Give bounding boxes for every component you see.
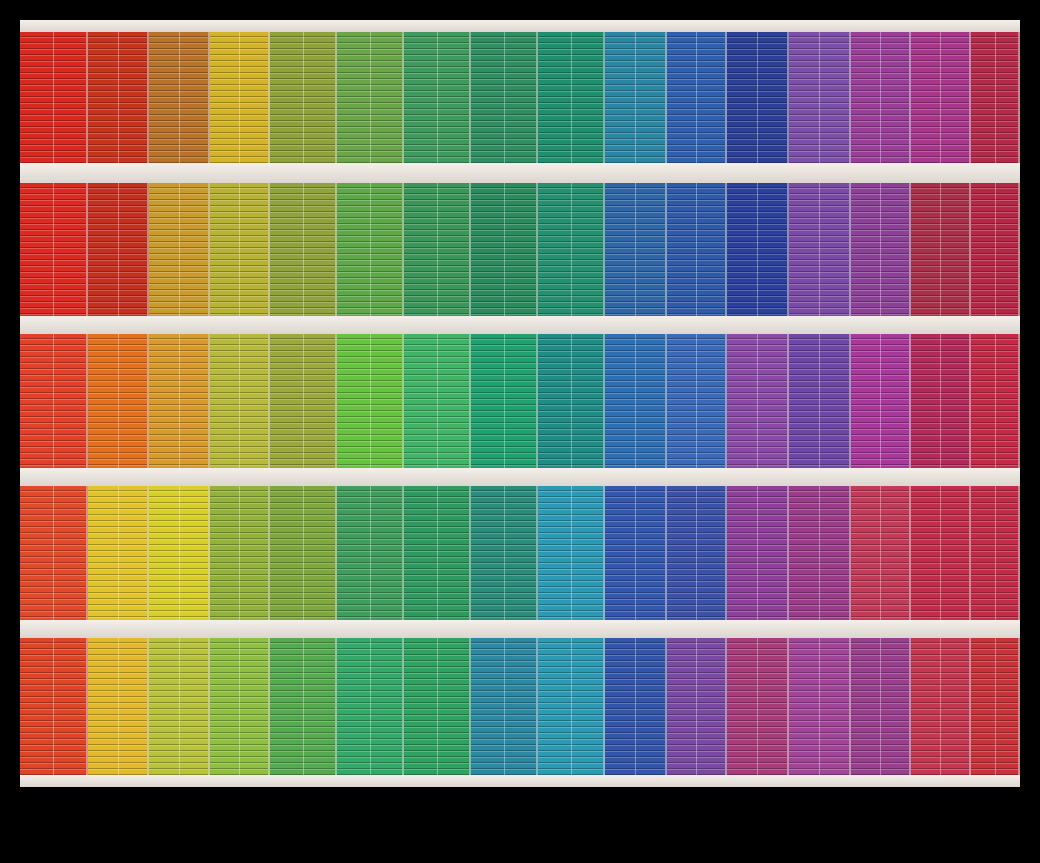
- blind-panel: [851, 486, 911, 620]
- blind-panel: [727, 334, 789, 468]
- blind-panel: [337, 334, 404, 468]
- blind-panel: [971, 183, 1020, 316]
- blind-panel: [538, 638, 605, 775]
- blind-panel: [88, 32, 149, 163]
- blind-row-3: [20, 334, 1020, 468]
- blind-panel: [404, 334, 471, 468]
- blind-panel: [538, 486, 605, 620]
- blind-panel: [270, 486, 337, 620]
- blind-panel: [789, 486, 851, 620]
- blind-panel: [538, 183, 605, 316]
- blind-panel: [210, 183, 270, 316]
- blind-panel: [210, 32, 270, 163]
- blind-panel: [911, 486, 971, 620]
- blind-panel: [605, 638, 667, 775]
- blind-row-2: [20, 183, 1020, 316]
- blind-row-4: [20, 486, 1020, 620]
- blind-panel: [727, 638, 789, 775]
- floor-slab: [20, 20, 1020, 32]
- blind-panel: [851, 638, 911, 775]
- blind-panel: [667, 638, 727, 775]
- blind-panel: [404, 638, 471, 775]
- blind-panel: [149, 486, 210, 620]
- blind-panel: [337, 486, 404, 620]
- blind-panel: [20, 486, 88, 620]
- blind-row-1: [20, 32, 1020, 163]
- floor-slab: [20, 620, 1020, 638]
- blind-panel: [727, 32, 789, 163]
- blind-panel: [971, 486, 1020, 620]
- blind-panel: [789, 638, 851, 775]
- blind-panel: [789, 183, 851, 316]
- blind-panel: [88, 638, 149, 775]
- blind-panel: [471, 32, 538, 163]
- blind-panel: [851, 334, 911, 468]
- blind-panel: [471, 486, 538, 620]
- blind-panel: [911, 32, 971, 163]
- blind-panel: [404, 486, 471, 620]
- blind-panel: [667, 183, 727, 316]
- blind-panel: [20, 334, 88, 468]
- blind-panel: [149, 183, 210, 316]
- blind-panel: [471, 334, 538, 468]
- blind-panel: [270, 183, 337, 316]
- blind-panel: [20, 183, 88, 316]
- blind-panel: [538, 334, 605, 468]
- blind-panel: [270, 32, 337, 163]
- floor-slab: [20, 775, 1020, 787]
- blind-panel: [149, 334, 210, 468]
- blind-panel: [789, 334, 851, 468]
- blind-panel: [667, 334, 727, 468]
- blind-panel: [337, 32, 404, 163]
- blind-panel: [851, 183, 911, 316]
- floor-slab: [20, 316, 1020, 334]
- blind-panel: [605, 32, 667, 163]
- blind-panel: [337, 183, 404, 316]
- blind-panel: [210, 486, 270, 620]
- blind-panel: [270, 334, 337, 468]
- blind-panel: [210, 334, 270, 468]
- blind-panel: [911, 183, 971, 316]
- blind-panel: [605, 183, 667, 316]
- blind-panel: [20, 638, 88, 775]
- blind-panel: [605, 334, 667, 468]
- blind-panel: [667, 486, 727, 620]
- blind-panel: [667, 32, 727, 163]
- blind-panel: [270, 638, 337, 775]
- blind-row-5: [20, 638, 1020, 775]
- blind-panel: [210, 638, 270, 775]
- blind-panel: [605, 486, 667, 620]
- blind-panel: [911, 334, 971, 468]
- blind-panel: [727, 486, 789, 620]
- blind-panel: [88, 183, 149, 316]
- floor-slab: [20, 163, 1020, 183]
- blind-panel: [471, 638, 538, 775]
- blind-panel: [20, 32, 88, 163]
- blind-panel: [149, 32, 210, 163]
- blind-panel: [727, 183, 789, 316]
- floor-slab: [20, 468, 1020, 486]
- blind-panel: [971, 32, 1020, 163]
- blind-panel: [538, 32, 605, 163]
- blind-panel: [971, 334, 1020, 468]
- blind-panel: [471, 183, 538, 316]
- blind-panel: [971, 638, 1020, 775]
- blind-panel: [149, 638, 210, 775]
- blind-panel: [88, 486, 149, 620]
- blind-panel: [404, 32, 471, 163]
- blind-panel: [911, 638, 971, 775]
- blind-panel: [851, 32, 911, 163]
- blind-panel: [337, 638, 404, 775]
- blind-panel: [404, 183, 471, 316]
- photo-rainbow-blinds: [20, 20, 1020, 787]
- blind-panel: [789, 32, 851, 163]
- blind-panel: [88, 334, 149, 468]
